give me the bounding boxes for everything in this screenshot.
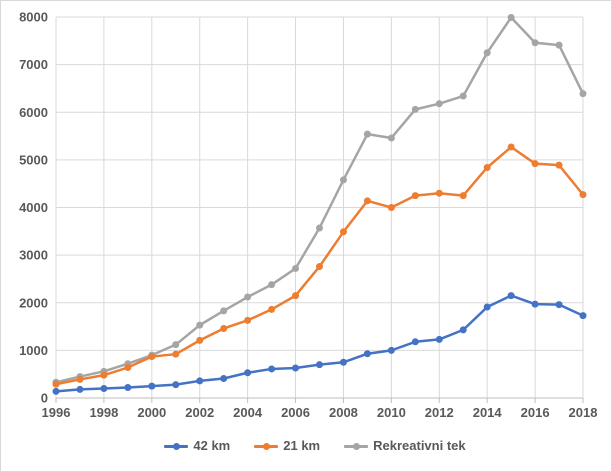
data-point-21-km-2010[interactable]	[387, 204, 395, 211]
y-axis-tick-label: 5000	[19, 152, 48, 167]
data-point-42-km-2000[interactable]	[148, 382, 156, 390]
data-point-42-km-2010[interactable]	[387, 346, 395, 354]
x-axis-tick-label: 1998	[89, 405, 118, 420]
legend-marker-42-km-icon	[164, 440, 189, 452]
data-point-rekreativni-tek-2008[interactable]	[339, 176, 347, 184]
y-axis-tick-label: 2000	[19, 295, 48, 310]
x-axis-tick-label: 2008	[329, 405, 358, 420]
data-point-42-km-1997[interactable]	[76, 385, 84, 393]
data-point-rekreativni-tek-2006[interactable]	[292, 264, 300, 272]
data-point-42-km-2001[interactable]	[172, 381, 180, 389]
data-point-21-km-2004[interactable]	[244, 316, 252, 324]
legend-item-rekreativni-tek[interactable]: Rekreativni tek	[344, 439, 466, 453]
data-point-21-km-2009[interactable]	[363, 197, 371, 205]
data-point-21-km-2012[interactable]	[435, 189, 443, 197]
legend-item-42-km[interactable]: 42 km	[164, 439, 230, 453]
legend-item-21-km[interactable]: 21 km	[254, 439, 320, 453]
y-axis-tick-label: 4000	[19, 200, 48, 215]
data-point-42-km-2017[interactable]	[555, 301, 563, 309]
data-point-rekreativni-tek-2018[interactable]	[579, 90, 587, 98]
data-point-42-km-2015[interactable]	[507, 292, 515, 300]
data-point-21-km-2003[interactable]	[220, 324, 228, 332]
data-point-42-km-2013[interactable]	[459, 326, 467, 334]
data-point-21-km-2011[interactable]	[411, 192, 419, 200]
data-point-42-km-2006[interactable]	[292, 364, 300, 372]
data-point-42-km-2016[interactable]	[531, 300, 539, 308]
data-point-rekreativni-tek-2004[interactable]	[244, 293, 252, 301]
data-point-21-km-2014[interactable]	[483, 163, 491, 171]
x-axis-tick-label: 2004	[233, 405, 263, 420]
x-axis-tick-label: 2016	[521, 405, 550, 420]
series-line-42-km[interactable]	[54, 294, 585, 393]
data-point-rekreativni-tek-2012[interactable]	[435, 100, 443, 108]
data-point-42-km-2004[interactable]	[244, 369, 252, 377]
data-point-21-km-1999[interactable]	[124, 364, 132, 372]
data-point-21-km-2013[interactable]	[459, 192, 467, 200]
chart-legend: 42 km 21 km Rekreativni tek	[1, 439, 611, 453]
x-axis-tick-label: 2010	[377, 405, 406, 420]
x-axis-tick-label: 2000	[137, 405, 166, 420]
data-point-rekreativni-tek-2001[interactable]	[172, 341, 180, 349]
legend-label-rekreativni-tek: Rekreativni tek	[373, 438, 466, 453]
data-point-rekreativni-tek-2010[interactable]	[387, 134, 395, 142]
data-point-21-km-2016[interactable]	[531, 160, 539, 168]
data-point-rekreativni-tek-2017[interactable]	[555, 41, 563, 49]
y-axis-tick-label: 8000	[19, 10, 48, 25]
data-point-rekreativni-tek-2016[interactable]	[531, 39, 539, 47]
data-point-42-km-2005[interactable]	[268, 365, 276, 373]
data-point-42-km-2009[interactable]	[363, 350, 371, 358]
data-point-21-km-2015[interactable]	[507, 143, 515, 151]
y-axis-tick-label: 3000	[19, 248, 48, 263]
x-axis-tick-label: 2014	[473, 405, 503, 420]
data-point-rekreativni-tek-2003[interactable]	[220, 307, 228, 315]
data-point-21-km-2005[interactable]	[268, 305, 276, 313]
data-point-42-km-2014[interactable]	[483, 303, 491, 311]
y-axis-tick-label: 6000	[19, 105, 48, 120]
data-point-21-km-2008[interactable]	[339, 228, 347, 236]
x-axis-tick-label: 2012	[425, 405, 454, 420]
data-point-21-km-2018[interactable]	[579, 191, 587, 199]
data-point-21-km-2000[interactable]	[148, 353, 156, 361]
data-point-21-km-1996[interactable]	[52, 380, 60, 388]
data-point-21-km-2002[interactable]	[196, 336, 204, 344]
legend-marker-rekreativni-tek-icon	[344, 440, 369, 452]
data-point-42-km-1999[interactable]	[124, 384, 132, 392]
data-point-42-km-1996[interactable]	[52, 387, 60, 395]
data-point-rekreativni-tek-2005[interactable]	[268, 281, 276, 289]
data-point-rekreativni-tek-2002[interactable]	[196, 321, 204, 329]
data-point-rekreativni-tek-2009[interactable]	[363, 130, 371, 138]
data-point-42-km-2018[interactable]	[579, 312, 587, 320]
series-line-rekreativni-tek[interactable]	[54, 16, 585, 384]
data-point-21-km-2001[interactable]	[172, 350, 180, 358]
legend-label-42-km: 42 km	[193, 438, 231, 453]
y-axis-tick-label: 7000	[19, 57, 48, 72]
data-point-42-km-2002[interactable]	[196, 377, 204, 385]
y-axis-tick-label: 1000	[19, 343, 48, 358]
x-axis-tick-label: 2018	[569, 405, 598, 420]
x-axis-tick-label: 2006	[281, 405, 310, 420]
x-axis-tick-label: 1996	[42, 405, 71, 420]
data-point-rekreativni-tek-2013[interactable]	[459, 92, 467, 100]
data-point-42-km-2003[interactable]	[220, 374, 228, 382]
data-point-42-km-2011[interactable]	[411, 338, 419, 346]
data-point-rekreativni-tek-2007[interactable]	[316, 224, 323, 232]
data-point-rekreativni-tek-2015[interactable]	[507, 13, 515, 21]
data-point-rekreativni-tek-2014[interactable]	[483, 49, 491, 57]
data-point-42-km-2008[interactable]	[339, 358, 347, 366]
data-point-42-km-1998[interactable]	[100, 384, 108, 392]
y-axis-tick-label: 0	[41, 391, 48, 406]
legend-label-21-km: 21 km	[283, 438, 321, 453]
data-point-rekreativni-tek-2011[interactable]	[411, 105, 419, 113]
data-point-42-km-2012[interactable]	[435, 335, 443, 343]
data-point-21-km-1998[interactable]	[100, 371, 108, 379]
data-point-21-km-2017[interactable]	[555, 161, 563, 169]
data-point-21-km-1997[interactable]	[76, 375, 84, 383]
x-axis-tick-label: 2002	[185, 405, 214, 420]
legend-marker-21-km-icon	[254, 440, 279, 452]
data-point-21-km-2006[interactable]	[292, 292, 300, 300]
data-point-21-km-2007[interactable]	[316, 263, 323, 271]
data-point-42-km-2007[interactable]	[316, 361, 323, 369]
